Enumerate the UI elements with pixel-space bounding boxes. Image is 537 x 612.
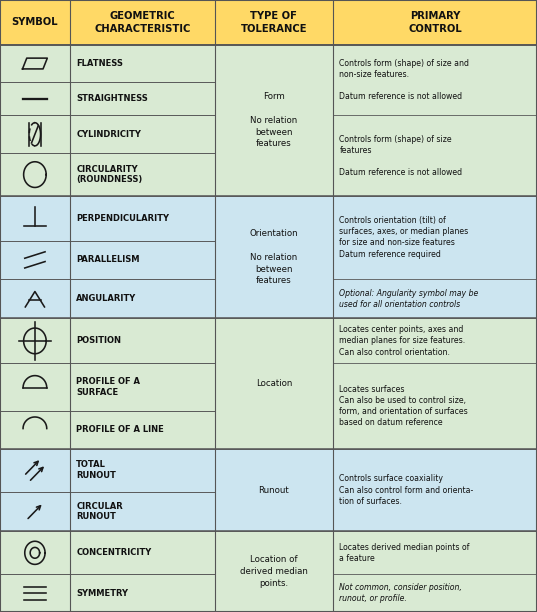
Bar bbox=[215, 318, 333, 449]
Bar bbox=[215, 531, 333, 612]
Text: Not common, consider position,
runout, or profile.: Not common, consider position, runout, o… bbox=[339, 583, 462, 603]
Text: Orientation

No relation
between
features: Orientation No relation between features bbox=[250, 229, 298, 285]
Bar bbox=[0, 0, 537, 45]
Text: PRIMARY
CONTROL: PRIMARY CONTROL bbox=[408, 11, 462, 34]
Bar bbox=[333, 45, 537, 116]
Bar bbox=[0, 45, 537, 83]
Text: GEOMETRIC
CHARACTERISTIC: GEOMETRIC CHARACTERISTIC bbox=[94, 11, 191, 34]
Text: TYPE OF
TOLERANCE: TYPE OF TOLERANCE bbox=[241, 11, 307, 34]
Text: Controls orientation (tilt) of
surfaces, axes, or median planes
for size and non: Controls orientation (tilt) of surfaces,… bbox=[339, 216, 469, 259]
Text: PERPENDICULARITY: PERPENDICULARITY bbox=[76, 214, 169, 223]
Bar bbox=[0, 449, 537, 491]
Bar bbox=[215, 45, 333, 196]
Bar bbox=[333, 196, 537, 278]
Text: POSITION: POSITION bbox=[76, 337, 121, 345]
Text: ANGULARITY: ANGULARITY bbox=[76, 294, 136, 303]
Text: CIRCULARITY
(ROUNDNESS): CIRCULARITY (ROUNDNESS) bbox=[76, 165, 142, 184]
Text: CIRCULAR
RUNOUT: CIRCULAR RUNOUT bbox=[76, 502, 123, 521]
Bar bbox=[0, 531, 537, 574]
Text: Locates surfaces
Can also be used to control size,
form, and orientation of surf: Locates surfaces Can also be used to con… bbox=[339, 385, 468, 427]
Bar bbox=[333, 574, 537, 612]
Bar bbox=[333, 364, 537, 449]
Text: SYMMETRY: SYMMETRY bbox=[76, 589, 128, 598]
Bar bbox=[0, 278, 537, 318]
Bar bbox=[0, 83, 537, 116]
Bar bbox=[0, 116, 537, 153]
Bar bbox=[333, 449, 537, 531]
Bar bbox=[0, 318, 537, 364]
Bar bbox=[215, 196, 333, 318]
Bar bbox=[0, 196, 537, 241]
Text: CONCENTRICITY: CONCENTRICITY bbox=[76, 548, 151, 558]
Text: SYMBOL: SYMBOL bbox=[12, 17, 58, 28]
Bar bbox=[333, 318, 537, 364]
Text: FLATNESS: FLATNESS bbox=[76, 59, 123, 68]
Bar bbox=[0, 411, 537, 449]
Text: PARALLELISM: PARALLELISM bbox=[76, 255, 140, 264]
Bar bbox=[0, 574, 537, 612]
Bar bbox=[0, 153, 537, 196]
Text: Locates center points, axes and
median planes for size features.
Can also contro: Locates center points, axes and median p… bbox=[339, 326, 466, 357]
Bar bbox=[333, 531, 537, 574]
Bar bbox=[0, 491, 537, 531]
Text: Controls form (shape) of size
features

Datum reference is not allowed: Controls form (shape) of size features D… bbox=[339, 135, 462, 177]
Text: Optional: Angularity symbol may be
used for all orientation controls: Optional: Angularity symbol may be used … bbox=[339, 288, 478, 308]
Text: Controls form (shape) of size and
non-size features.

Datum reference is not all: Controls form (shape) of size and non-si… bbox=[339, 59, 469, 101]
Bar bbox=[0, 241, 537, 278]
Text: CYLINDRICITY: CYLINDRICITY bbox=[76, 130, 141, 139]
Text: Form

No relation
between
features: Form No relation between features bbox=[250, 92, 297, 149]
Text: Runout: Runout bbox=[258, 485, 289, 494]
Text: PROFILE OF A
SURFACE: PROFILE OF A SURFACE bbox=[76, 378, 140, 397]
Bar bbox=[0, 364, 537, 411]
Bar bbox=[215, 449, 333, 531]
Bar bbox=[333, 116, 537, 196]
Text: Location of
derived median
points.: Location of derived median points. bbox=[240, 555, 308, 588]
Text: STRAIGHTNESS: STRAIGHTNESS bbox=[76, 94, 148, 103]
Text: Controls surface coaxiality
Can also control form and orienta-
tion of surfaces.: Controls surface coaxiality Can also con… bbox=[339, 474, 474, 506]
Text: Location: Location bbox=[256, 379, 292, 388]
Text: PROFILE OF A LINE: PROFILE OF A LINE bbox=[76, 425, 164, 435]
Text: Locates derived median points of
a feature: Locates derived median points of a featu… bbox=[339, 543, 470, 563]
Text: TOTAL
RUNOUT: TOTAL RUNOUT bbox=[76, 460, 116, 480]
Bar bbox=[333, 278, 537, 318]
